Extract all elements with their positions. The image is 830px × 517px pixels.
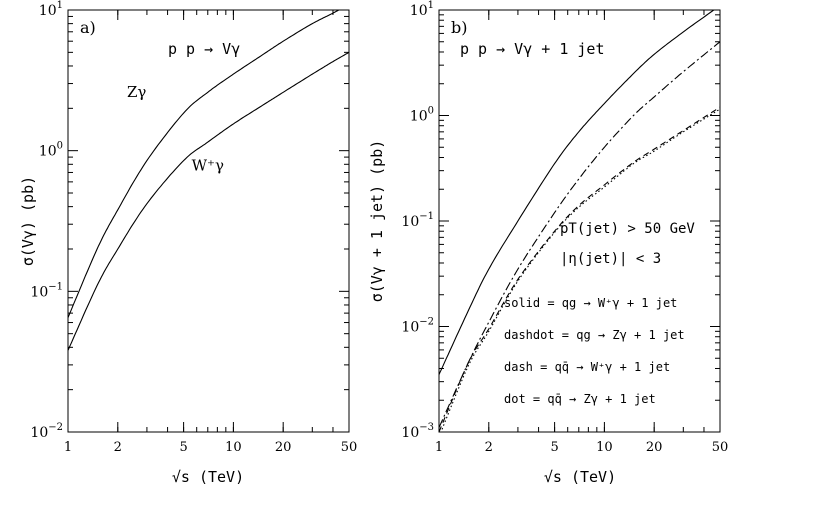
y-tick-label: 10−1 (30, 281, 63, 300)
series-label: Zγ (127, 83, 146, 101)
panel-b-xlabel: √s (TeV) (544, 468, 616, 486)
series-line-solid (68, 51, 349, 351)
x-tick-label: 50 (712, 440, 729, 455)
panel-a-label: a) (80, 18, 96, 37)
y-tick-label: 101 (410, 0, 434, 19)
y-tick-label: 10−3 (401, 422, 434, 441)
y-tick-label: 10−1 (401, 211, 434, 230)
panel-b-annotation: p p → Vγ + 1 jet (460, 40, 605, 58)
panel-a-xlabel: √s (TeV) (172, 468, 244, 486)
series-line-dashdot (439, 41, 720, 428)
panel-b-label: b) (451, 18, 467, 37)
panel-b-curves (439, 10, 720, 432)
series-label: W⁺γ (192, 157, 224, 175)
x-tick-label: 5 (550, 440, 558, 455)
cut-eta: |η(jet)| < 3 (560, 251, 661, 267)
y-tick-label: 10−2 (401, 317, 434, 336)
x-tick-label: 1 (435, 440, 443, 455)
x-tick-label: 20 (646, 440, 663, 455)
series-line-solid (68, 10, 340, 318)
legend-dot: dot = qq̄ → Zγ + 1 jet (504, 392, 656, 406)
y-tick-label: 10−2 (30, 422, 63, 441)
series-line-dot (440, 108, 720, 432)
legend-dash: dash = qq̄ → W⁺γ + 1 jet (504, 360, 670, 374)
y-tick-label: 100 (39, 141, 63, 160)
panel-a-curves: Zγ W⁺γ (68, 10, 349, 351)
x-tick-label: 10 (596, 440, 613, 455)
panel-b-ylabel: σ(Vγ + 1 jet) (pb) (368, 140, 386, 303)
cut-pt: pT(jet) > 50 GeV (560, 221, 695, 237)
panel-a-ylabel: σ(Vγ) (pb) (19, 176, 37, 266)
series-line-solid (439, 10, 715, 375)
panel-a-frame (67, 9, 350, 433)
x-tick-label: 1 (64, 440, 72, 455)
legend-dashdot: dashdot = qg → Zγ + 1 jet (504, 328, 685, 342)
panel-a-annotation: p p → Vγ (168, 40, 240, 58)
x-tick-label: 2 (485, 440, 493, 455)
y-tick-label: 100 (410, 106, 434, 125)
panel-a-ticks: 1 2 5 10 20 50 10−2 10−1 100 101 (30, 0, 357, 455)
x-tick-label: 2 (114, 440, 122, 455)
panel-b-ticks: 1 2 5 10 20 50 10−3 10−2 10−1 100 101 (401, 0, 728, 455)
x-tick-label: 20 (275, 440, 292, 455)
panel-a: 1 2 5 10 20 50 10−2 10−1 100 101 Zγ W⁺γ a) p p → V… (19, 0, 357, 486)
x-tick-label: 10 (225, 440, 242, 455)
panel-b: 1 2 5 10 20 50 10−3 10−2 10−1 100 101 b) p p → Vγ … (368, 0, 728, 486)
x-tick-label: 50 (341, 440, 358, 455)
series-line-dash (439, 106, 720, 432)
x-tick-label: 5 (179, 440, 187, 455)
legend-solid: solid = qg → W⁺γ + 1 jet (504, 296, 677, 310)
y-tick-label: 101 (39, 0, 63, 19)
